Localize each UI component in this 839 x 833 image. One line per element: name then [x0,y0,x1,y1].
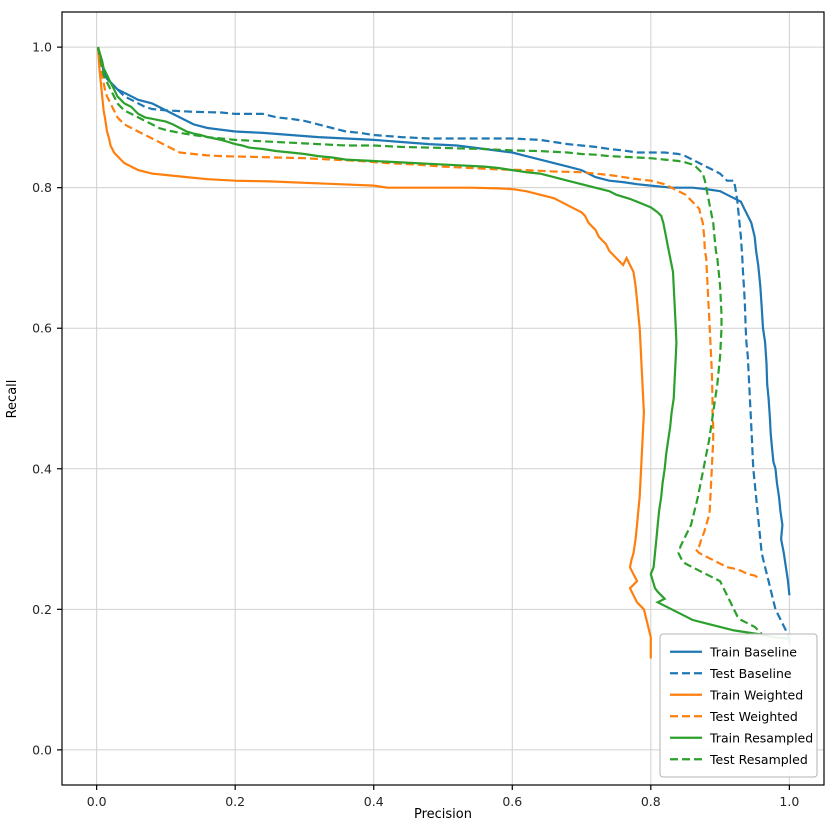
y-tick-label: 0.8 [32,180,52,195]
series-line-test-weighted [96,46,759,579]
series-line-test-baseline [96,46,791,638]
series-layer [96,46,791,659]
x-tick-label: 0.6 [502,794,522,809]
x-tick-label: 0.4 [364,794,384,809]
legend-label-train-baseline: Train Baseline [709,644,797,659]
legend-label-test-weighted: Test Weighted [709,709,798,724]
y-tick-label: 1.0 [32,40,52,55]
y-tick-label: 0.4 [32,461,52,476]
y-tick-label: 0.2 [32,602,52,617]
x-tick-label: 0.0 [87,794,107,809]
x-tick-label: 0.8 [641,794,661,809]
legend: Train Baseline Test Baseline Train Weighte… [659,633,818,778]
y-axis-label: Recall [5,380,20,419]
x-tick-label: 1.0 [779,794,799,809]
legend-label-train-weighted: Train Weighted [709,687,803,702]
x-tick-label: 0.2 [225,794,245,809]
axes-frame [61,11,825,786]
series-line-train-weighted [96,47,652,659]
series-line-train-resampled [96,46,791,645]
y-tick-label: 0.6 [32,321,52,336]
series-line-train-baseline [96,46,791,596]
x-axis-label: Precision [414,807,472,822]
legend-label-test-baseline: Test Baseline [709,666,792,681]
series-line-test-resampled [96,46,763,635]
axes-layer: 0.0 0.2 0.4 0.6 0.8 1.0 0.0 0.2 0.4 0.6 0.8 1.0 [32,11,825,809]
legend-label-test-resampled: Test Resampled [709,752,808,767]
legend-label-train-resampled: Train Resampled [709,730,813,745]
y-tick-label: 0.0 [32,742,52,757]
legend-box [659,633,818,778]
